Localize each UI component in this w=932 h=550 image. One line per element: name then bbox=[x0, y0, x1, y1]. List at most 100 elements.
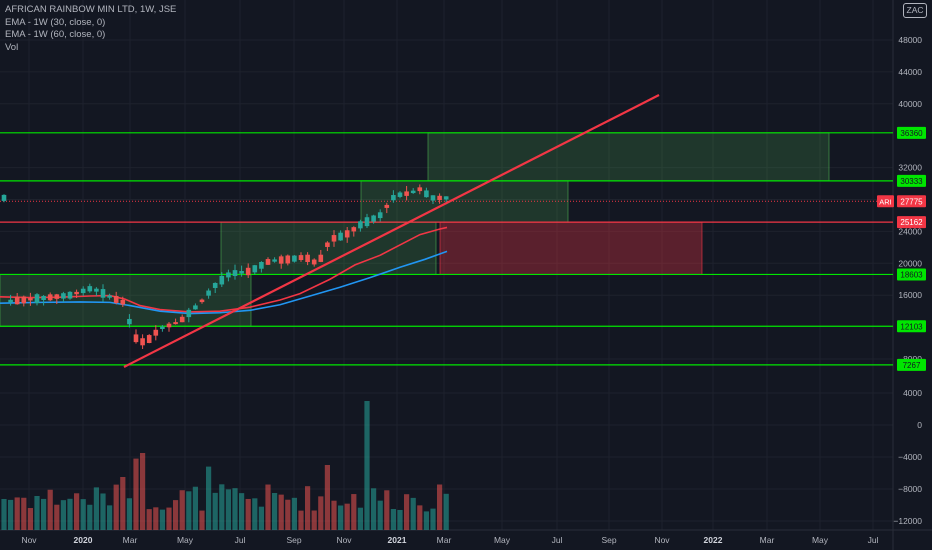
time-tick-label: Jul bbox=[868, 535, 879, 545]
volume-bar bbox=[113, 484, 119, 530]
volume-bar bbox=[199, 510, 205, 530]
volume-bar bbox=[87, 504, 93, 530]
candle-body bbox=[272, 259, 277, 262]
trendline-line bbox=[123, 94, 660, 368]
price-tick-label: 24000 bbox=[898, 226, 922, 236]
last-price-text: 27775 bbox=[900, 197, 923, 206]
volume-bar bbox=[8, 499, 14, 530]
candle-body bbox=[325, 242, 330, 247]
time-axis[interactable]: Nov 2020 Mar May Jul Sep Nov 2021 Mar May Jul Sep No… bbox=[21, 535, 878, 545]
volume-bar bbox=[265, 484, 271, 530]
level-label-text: 30333 bbox=[900, 177, 923, 186]
volume-bar bbox=[74, 493, 80, 530]
volume-tick-label: −4000 bbox=[898, 452, 922, 462]
candle-body bbox=[443, 196, 449, 200]
time-tick-label: May bbox=[494, 535, 511, 545]
volume-bar bbox=[430, 508, 436, 530]
candle-body bbox=[219, 275, 225, 285]
level-label-text: 7267 bbox=[903, 361, 921, 370]
level-label-text: 12103 bbox=[900, 322, 923, 331]
volume-bar bbox=[423, 511, 429, 530]
candle-body bbox=[371, 215, 376, 222]
time-tick-label: May bbox=[812, 535, 829, 545]
time-tick-label: 2020 bbox=[74, 535, 93, 545]
volume-bar bbox=[245, 498, 251, 530]
candle-body bbox=[146, 335, 152, 344]
candle-body bbox=[377, 212, 383, 219]
volume-bar bbox=[384, 490, 390, 530]
candle-body bbox=[47, 294, 53, 301]
trendline[interactable] bbox=[123, 94, 660, 368]
volume-bar bbox=[404, 494, 410, 530]
volume-tick-label: 4000 bbox=[903, 388, 922, 398]
candle-body bbox=[437, 195, 442, 200]
volume-bar bbox=[417, 505, 423, 530]
volume-bar bbox=[107, 505, 113, 530]
candle-body bbox=[285, 255, 291, 264]
price-tick-label: 20000 bbox=[898, 258, 922, 268]
candle-body bbox=[364, 217, 370, 227]
volume-bar bbox=[437, 484, 443, 530]
candle-body bbox=[179, 316, 185, 323]
candle-body bbox=[1, 194, 7, 201]
volume-bar bbox=[232, 488, 238, 530]
candle-body bbox=[166, 323, 172, 328]
candle-body bbox=[351, 227, 357, 232]
candle-body bbox=[292, 255, 297, 262]
ticker-label-box bbox=[877, 195, 894, 208]
candle-body bbox=[61, 293, 66, 299]
candle-body bbox=[80, 288, 86, 294]
volume-bar bbox=[21, 497, 27, 530]
level-label-box bbox=[897, 126, 926, 139]
candle-body bbox=[358, 221, 363, 229]
candle-body bbox=[384, 204, 390, 208]
price-tick-label: 16000 bbox=[898, 290, 922, 300]
currency-badge[interactable]: ZAC bbox=[903, 3, 927, 18]
candle-body bbox=[252, 265, 258, 273]
volume-bar bbox=[252, 498, 258, 530]
volume-bar bbox=[120, 477, 126, 530]
candle-body bbox=[318, 254, 324, 262]
candle-body bbox=[278, 256, 284, 264]
candle-body bbox=[331, 235, 337, 242]
volume-bar bbox=[291, 497, 297, 530]
candle-body bbox=[338, 232, 343, 241]
candle-body bbox=[417, 187, 423, 192]
legend-title: AFRICAN RAINBOW MIN LTD, 1W, JSE bbox=[5, 4, 177, 15]
horizontal-levels bbox=[0, 132, 893, 366]
candle-body bbox=[41, 296, 46, 301]
candle-body bbox=[404, 191, 409, 196]
candle-body bbox=[173, 322, 178, 325]
price-axis[interactable]: 4800044000400003200028000240002000016000… bbox=[893, 35, 922, 526]
volume-bar bbox=[41, 498, 47, 530]
green-zone bbox=[427, 132, 830, 182]
candle-body bbox=[34, 294, 40, 304]
volume-bar bbox=[179, 490, 185, 530]
volume-bar bbox=[27, 508, 33, 530]
volume-bar bbox=[14, 497, 20, 530]
candle-body bbox=[153, 329, 159, 336]
time-tick-label: Jul bbox=[235, 535, 246, 545]
volume-bar bbox=[357, 507, 363, 530]
candle-body bbox=[430, 195, 436, 201]
time-tick-label: Nov bbox=[336, 535, 352, 545]
volume-bars bbox=[1, 401, 449, 530]
ema30-line bbox=[0, 226, 448, 313]
volume-tick-label: −8000 bbox=[898, 484, 922, 494]
volume-bar bbox=[133, 458, 139, 530]
candle-body bbox=[344, 230, 350, 238]
candle-body bbox=[87, 286, 93, 292]
candle-body bbox=[259, 262, 264, 269]
level-label-text: 36360 bbox=[900, 129, 923, 138]
candlesticks bbox=[1, 184, 449, 349]
volume-bar bbox=[173, 500, 179, 530]
volume-bar bbox=[344, 503, 350, 530]
volume-bar bbox=[80, 499, 86, 530]
time-tick-label: Jul bbox=[552, 535, 563, 545]
volume-bar bbox=[126, 498, 132, 530]
volume-bar bbox=[47, 489, 53, 530]
time-tick-label: Mar bbox=[760, 535, 775, 545]
level-price-labels: 36360 30333 25162 18603 12103 7267 ARI 27775 bbox=[877, 126, 926, 371]
red-zone bbox=[439, 221, 703, 275]
